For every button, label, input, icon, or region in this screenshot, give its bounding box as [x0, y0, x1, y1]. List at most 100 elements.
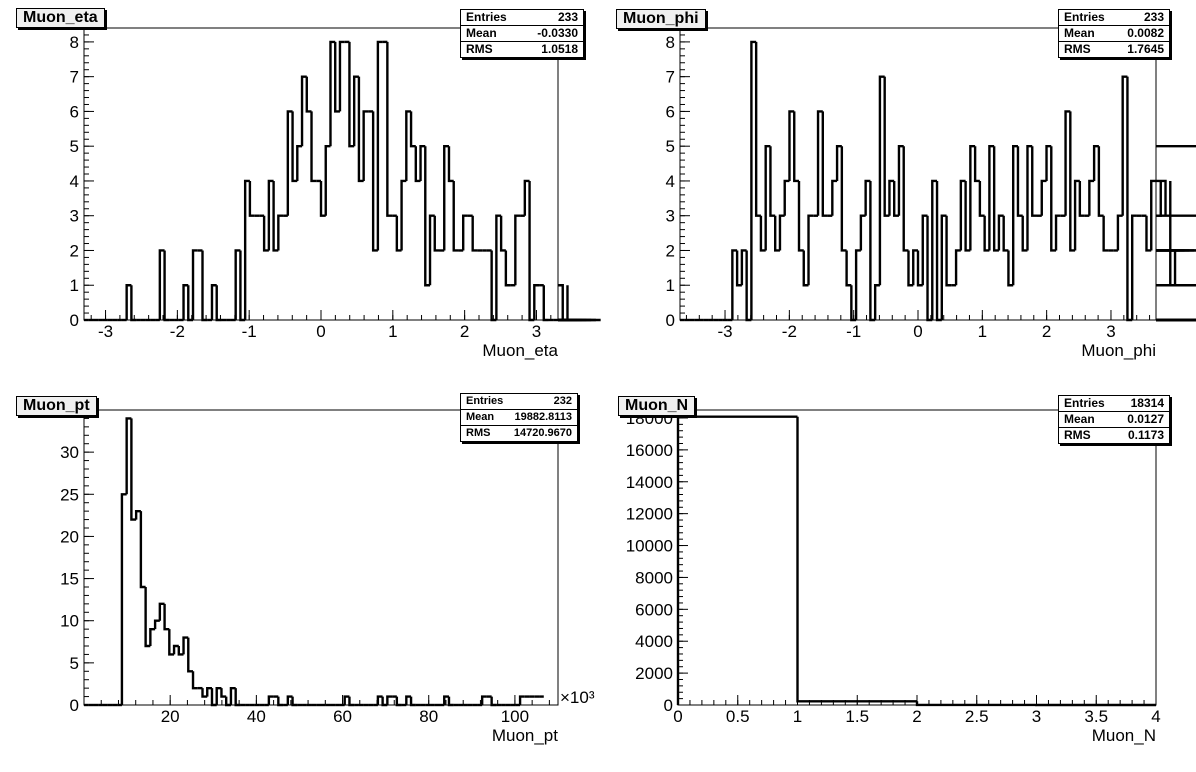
histogram-bin: [1156, 144, 1196, 148]
y-tick-label: 1: [70, 276, 79, 295]
histogram-bin: [954, 249, 961, 286]
stats-box: Entries 18314 Mean 0.0127 RMS 0.1173: [1058, 395, 1170, 444]
histogram-bin: [1156, 318, 1196, 322]
histogram-bin: [495, 214, 502, 320]
y-tick-label: 5: [70, 137, 79, 156]
stats-value-mean: 0.0082: [1127, 26, 1164, 40]
histogram-bin: [992, 146, 999, 252]
histogram-bin: [921, 214, 928, 286]
histogram-bin: [177, 646, 184, 656]
histogram-bin: [125, 284, 132, 320]
x-tick-label: 2.5: [965, 707, 989, 726]
histogram-bin: [796, 416, 917, 703]
histogram-bin: [774, 215, 780, 252]
histogram-bin: [447, 146, 454, 183]
x-tick-label: 3: [1106, 322, 1115, 341]
histogram-bin: [969, 144, 976, 251]
histogram-bin: [769, 146, 776, 217]
stats-value-entries: 18314: [1130, 396, 1164, 410]
histogram-bin: [912, 249, 918, 286]
histogram-bin: [864, 179, 871, 216]
x-tick-label: -2: [782, 322, 797, 341]
y-tick-label: 30: [60, 443, 79, 462]
histogram-bin: [907, 250, 914, 287]
histogram-bin: [935, 180, 942, 322]
histogram-bin: [504, 250, 511, 287]
histogram-bin: [1045, 144, 1052, 181]
histogram-bin: [395, 696, 402, 707]
stats-label-mean: Mean: [1064, 26, 1095, 40]
x-tick-label: 1: [978, 322, 987, 341]
histogram-bin: [1131, 214, 1137, 320]
histogram-bin: [277, 696, 284, 707]
x-tick-label: 3: [1032, 707, 1041, 726]
histogram-bin: [807, 214, 814, 286]
stats-label-entries: Entries: [1064, 396, 1105, 410]
y-tick-label: 7: [70, 68, 79, 87]
histogram-bin: [888, 179, 895, 216]
histogram-bin: [1156, 179, 1167, 216]
histogram-bin: [386, 695, 393, 705]
stats-value-entries: 233: [557, 10, 578, 24]
stats-label-rms: RMS: [1064, 428, 1091, 442]
histogram-bin: [1121, 75, 1128, 216]
histogram-bin: [215, 686, 222, 705]
histogram-bin: [243, 179, 250, 320]
histogram-bin: [1156, 180, 1162, 217]
chart-title: Muon_phi: [616, 9, 706, 29]
histogram-bin: [300, 75, 307, 147]
y-tick-label: 6000: [635, 600, 673, 619]
y-tick-label: 6: [666, 102, 675, 121]
y-tick-label: 4000: [635, 632, 673, 651]
histogram-bin: [1069, 111, 1076, 252]
histogram-bin: [959, 179, 966, 251]
histogram-bin: [915, 701, 1037, 707]
y-tick-label: 0: [70, 311, 79, 330]
histogram-bin: [788, 110, 795, 181]
histogram-bin: [277, 214, 284, 251]
histogram-bin: [997, 214, 1004, 251]
histogram-bin: [234, 688, 241, 707]
histogram-bin: [395, 215, 402, 252]
histogram-bin: [850, 285, 857, 322]
chart-title: Muon_pt: [16, 396, 97, 416]
histogram-bin: [296, 144, 303, 181]
y-tick-label: 20: [60, 527, 79, 546]
histogram-bin: [983, 215, 990, 252]
histogram-bin: [764, 144, 771, 251]
histogram-bin: [1156, 214, 1196, 217]
histogram-bin: [433, 215, 440, 252]
stats-value-rms: 14720.9670: [513, 427, 572, 439]
histogram-steps: [676, 415, 1156, 707]
histogram-bin: [357, 76, 364, 183]
histogram-bin: [902, 146, 909, 252]
y-tick-label: 5: [666, 137, 675, 156]
histogram-bin: [338, 40, 345, 112]
histogram-bin: [1073, 179, 1080, 251]
histogram-bin: [182, 636, 189, 655]
plot-frame: [83, 409, 559, 706]
histogram-steps: [84, 40, 601, 322]
x-tick-label: 2: [1042, 322, 1051, 341]
stats-value-entries: 232: [553, 395, 572, 407]
x-axis-title: Muon_pt: [492, 726, 558, 745]
histogram-bin: [215, 285, 222, 322]
histogram-bin: [1145, 215, 1152, 252]
histogram-bin: [168, 629, 175, 656]
histogram-bin: [201, 688, 208, 698]
histogram-bin: [229, 686, 236, 705]
y-tick-label: 1: [666, 276, 675, 295]
histogram-bin: [187, 637, 194, 673]
histogram-bin: [940, 214, 947, 320]
stats-label-entries: Entries: [466, 395, 504, 407]
histogram-steps: [680, 40, 1196, 322]
histogram-bin: [740, 249, 747, 286]
histogram-bin: [514, 214, 521, 286]
histogram-bin: [542, 285, 549, 322]
histogram-bin: [424, 146, 431, 287]
stats-label-rms: RMS: [1064, 42, 1091, 56]
histogram-bin: [443, 695, 449, 705]
histogram-bin: [1040, 179, 1047, 216]
histogram-bin: [272, 180, 279, 252]
histogram-bin: [447, 696, 454, 707]
